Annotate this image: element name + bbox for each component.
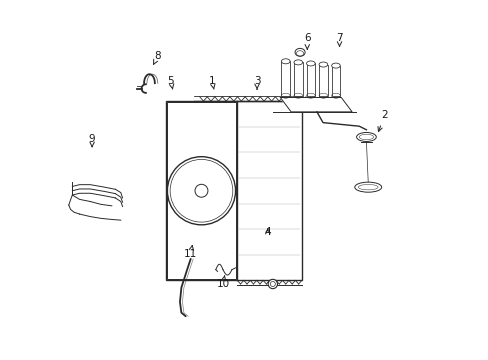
Ellipse shape xyxy=(356,132,376,141)
Polygon shape xyxy=(280,98,351,112)
Bar xyxy=(293,62,302,96)
Ellipse shape xyxy=(331,63,340,68)
Ellipse shape xyxy=(306,61,314,66)
Text: 3: 3 xyxy=(253,76,260,89)
Bar xyxy=(166,102,236,279)
Text: 5: 5 xyxy=(167,76,174,89)
Text: 6: 6 xyxy=(304,33,310,49)
Text: 11: 11 xyxy=(183,246,197,258)
Text: 2: 2 xyxy=(377,111,387,131)
Text: 4: 4 xyxy=(264,227,270,237)
Ellipse shape xyxy=(354,182,381,192)
Text: 9: 9 xyxy=(89,134,95,147)
Bar xyxy=(331,66,340,96)
Ellipse shape xyxy=(294,48,305,56)
Text: 1: 1 xyxy=(208,76,215,89)
Ellipse shape xyxy=(319,62,327,67)
Bar xyxy=(165,101,301,280)
Text: 7: 7 xyxy=(336,33,342,46)
Circle shape xyxy=(267,279,277,289)
Bar xyxy=(306,63,314,96)
Ellipse shape xyxy=(293,60,302,65)
Text: 8: 8 xyxy=(153,51,161,64)
Bar xyxy=(281,61,289,96)
Text: 10: 10 xyxy=(216,276,229,289)
Bar xyxy=(319,64,327,96)
Ellipse shape xyxy=(281,59,289,64)
